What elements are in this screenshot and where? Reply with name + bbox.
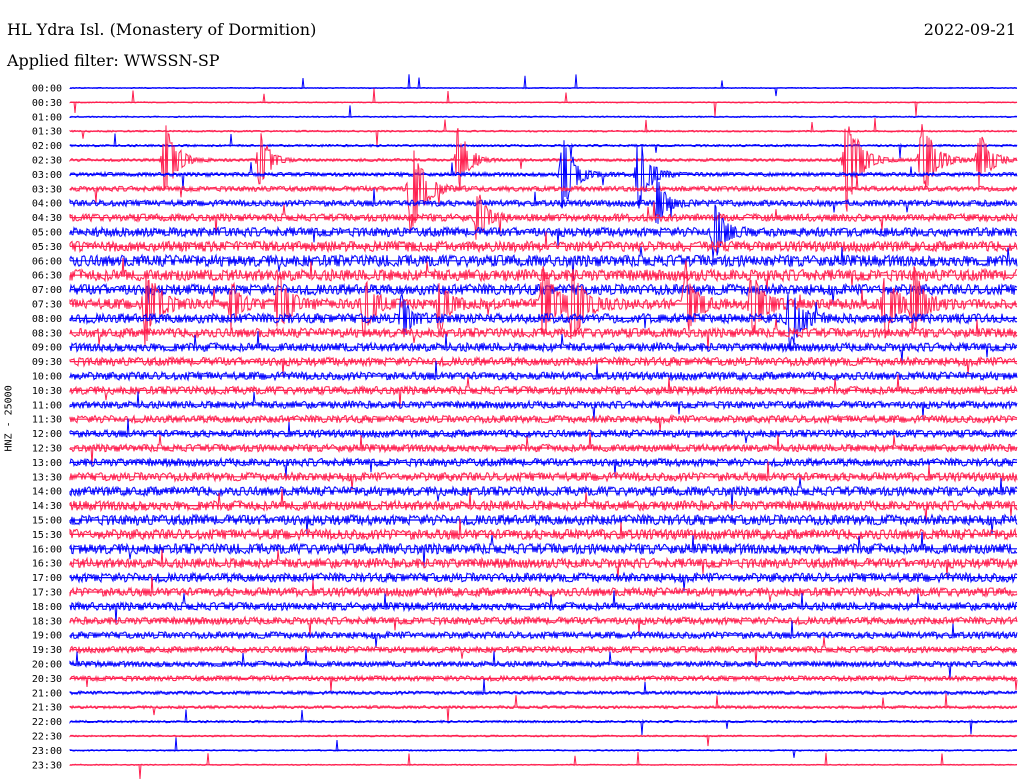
trace-line xyxy=(69,150,1018,232)
row-time-label: 20:00 xyxy=(32,660,62,671)
trace-line xyxy=(69,461,1018,491)
trace-line xyxy=(69,204,1018,259)
trace-line xyxy=(69,105,1018,119)
row-time-label: 04:30 xyxy=(32,213,62,224)
row-time-label: 18:30 xyxy=(32,616,62,627)
row-time-label: 21:00 xyxy=(32,688,62,699)
station-title: HL Ydra Isl. (Monastery of Dormition) xyxy=(7,20,317,39)
trace-line xyxy=(69,513,1018,535)
trace-line xyxy=(69,615,1018,637)
row-time-label: 16:00 xyxy=(32,544,62,555)
row-time-label: 15:00 xyxy=(32,516,62,527)
row-time-label: 23:00 xyxy=(32,746,62,757)
trace-line xyxy=(69,260,1018,347)
trace-line xyxy=(69,330,1018,364)
row-time-label: 20:30 xyxy=(32,674,62,685)
row-time-label: 22:00 xyxy=(32,717,62,728)
row-time-label: 13:30 xyxy=(32,472,62,483)
row-time-label: 06:00 xyxy=(32,256,62,267)
trace-line xyxy=(69,124,1018,212)
row-time-label: 07:30 xyxy=(32,300,62,311)
trace-line xyxy=(69,636,1018,667)
row-time-label: 00:00 xyxy=(32,84,62,95)
filter-label: Applied filter: WWSSN-SP xyxy=(7,51,220,70)
row-time-label: 19:00 xyxy=(32,631,62,642)
trace-line xyxy=(69,432,1018,466)
trace-line xyxy=(69,693,1018,723)
row-time-label: 04:00 xyxy=(32,199,62,210)
trace-line xyxy=(69,737,1018,758)
trace-line xyxy=(69,74,1018,97)
row-time-label: 00:30 xyxy=(32,98,62,109)
row-time-label: 15:30 xyxy=(32,530,62,541)
row-time-label: 08:00 xyxy=(32,314,62,325)
row-time-label: 01:30 xyxy=(32,127,62,138)
trace-line xyxy=(69,374,1018,408)
row-time-label: 16:30 xyxy=(32,559,62,570)
row-time-label: 10:30 xyxy=(32,386,62,397)
trace-line xyxy=(69,391,1018,421)
trace-line xyxy=(69,620,1018,648)
row-time-label: 02:30 xyxy=(32,156,62,167)
trace-line xyxy=(69,488,1018,522)
row-time-label: 05:30 xyxy=(32,242,62,253)
trace-line xyxy=(69,751,1018,780)
row-time-label: 14:00 xyxy=(32,487,62,498)
trace-line xyxy=(69,571,1018,592)
row-time-label: 17:30 xyxy=(32,588,62,599)
trace-line xyxy=(69,355,1018,376)
trace-line xyxy=(69,117,1018,146)
trace-line xyxy=(69,679,1018,696)
row-time-label: 07:00 xyxy=(32,285,62,296)
trace-line xyxy=(69,319,1018,351)
row-time-label: 02:00 xyxy=(32,141,62,152)
trace-line xyxy=(69,576,1018,602)
row-time-label: 10:00 xyxy=(32,372,62,383)
trace-line xyxy=(69,175,1018,224)
row-time-label: 19:30 xyxy=(32,645,62,656)
row-time-label: 22:30 xyxy=(32,732,62,743)
trace-line xyxy=(69,673,1018,692)
row-time-label: 13:00 xyxy=(32,458,62,469)
trace-line xyxy=(69,456,1018,479)
row-time-label: 12:00 xyxy=(32,429,62,440)
row-time-label: 08:30 xyxy=(32,328,62,339)
trace-line xyxy=(69,709,1018,735)
date-label: 2022-09-21 xyxy=(923,20,1016,39)
trace-line xyxy=(69,413,1018,433)
trace-line xyxy=(69,140,1018,209)
trace-line xyxy=(69,292,1018,351)
row-time-label: 17:00 xyxy=(32,573,62,584)
row-time-label: 23:30 xyxy=(32,760,62,771)
row-time-label: 03:30 xyxy=(32,184,62,195)
trace-line xyxy=(69,194,1018,240)
row-time-label: 12:30 xyxy=(32,444,62,455)
trace-line xyxy=(69,531,1018,568)
row-time-label: 21:30 xyxy=(32,703,62,714)
trace-line xyxy=(69,418,1018,444)
trace-line xyxy=(69,231,1018,254)
row-time-label: 09:00 xyxy=(32,343,62,354)
trace-line xyxy=(69,549,1018,580)
trace-line xyxy=(69,649,1018,679)
trace-line xyxy=(69,246,1018,280)
row-time-label: 18:00 xyxy=(32,602,62,613)
trace-line xyxy=(69,477,1018,510)
row-time-label: 11:30 xyxy=(32,415,62,426)
row-time-label: 11:00 xyxy=(32,400,62,411)
trace-line xyxy=(69,590,1018,624)
row-time-label: 03:00 xyxy=(32,170,62,181)
row-time-label: 05:00 xyxy=(32,228,62,239)
trace-line xyxy=(69,360,1018,382)
row-time-label: 06:30 xyxy=(32,271,62,282)
row-time-label: 01:00 xyxy=(32,112,62,123)
row-time-label: 14:30 xyxy=(32,501,62,512)
trace-line xyxy=(69,734,1018,747)
row-time-label: 09:30 xyxy=(32,357,62,368)
